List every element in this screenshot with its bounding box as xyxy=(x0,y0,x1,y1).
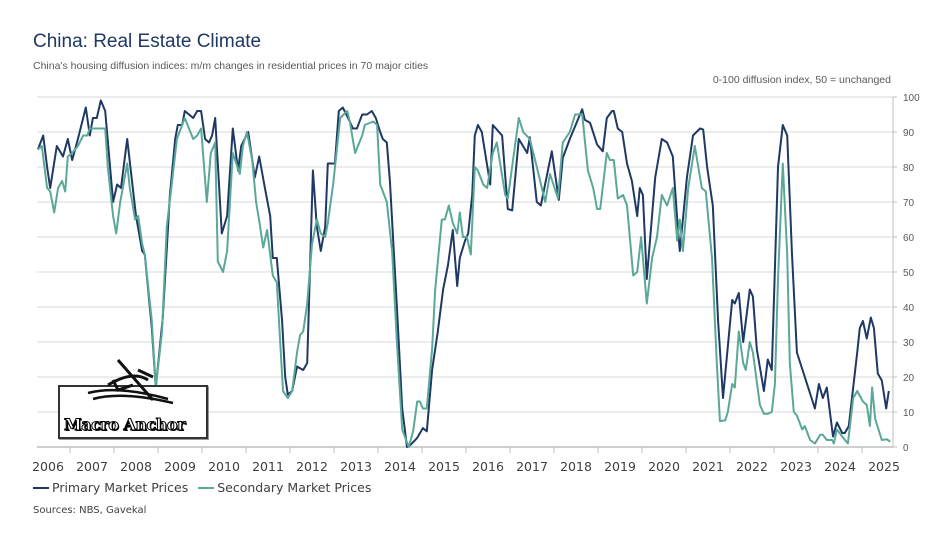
y-tick-label: 100 xyxy=(903,93,920,104)
legend-label-primary: Primary Market Prices xyxy=(52,480,189,495)
legend-label-secondary: Secondary Market Prices xyxy=(217,480,372,495)
macro-anchor-watermark: Macro Anchor xyxy=(58,359,208,439)
x-tick-label: 2009 xyxy=(164,459,196,474)
legend-item-secondary: Secondary Market Prices xyxy=(198,480,371,495)
x-tick-label: 2023 xyxy=(780,459,812,474)
x-tick-label: 2010 xyxy=(208,459,240,474)
x-tick-label: 2011 xyxy=(252,459,284,474)
y-tick-label: 80 xyxy=(903,163,915,174)
x-tick-label: 2013 xyxy=(340,459,372,474)
x-tick-label: 2014 xyxy=(384,459,416,474)
x-tick-label: 2021 xyxy=(692,459,724,474)
secondary-market-line xyxy=(37,110,891,448)
x-tick-label: 2006 xyxy=(32,459,64,474)
x-tick-label: 2015 xyxy=(428,459,460,474)
anchor-logo-icon xyxy=(87,359,174,405)
x-tick-label: 2016 xyxy=(472,459,504,474)
x-tick-label: 2024 xyxy=(824,459,856,474)
y-tick-label: 20 xyxy=(903,373,915,384)
x-tick-label: 2007 xyxy=(76,459,108,474)
y-tick-label: 70 xyxy=(903,198,915,209)
chart-subtitle: China's housing diffusion indices: m/m c… xyxy=(33,60,429,72)
x-tick-label: 2019 xyxy=(604,459,636,474)
legend: Primary Market Prices Secondary Market P… xyxy=(33,480,377,495)
x-tick-label: 2020 xyxy=(648,459,680,474)
chart-title: China: Real Estate Climate xyxy=(33,31,262,52)
x-tick-label: 2012 xyxy=(296,459,328,474)
legend-swatch-primary xyxy=(33,486,49,489)
sources-note: Sources: NBS, Gavekal xyxy=(33,505,147,516)
y-tick-label: 30 xyxy=(903,338,915,349)
x-tick-label: 2025 xyxy=(868,459,900,474)
y-tick-label: 0 xyxy=(903,443,909,454)
y-tick-label: 10 xyxy=(903,408,915,419)
y-tick-label: 50 xyxy=(903,268,915,279)
x-tick-label: 2022 xyxy=(736,459,768,474)
primary-market-line xyxy=(36,99,890,448)
y-tick-label: 60 xyxy=(903,233,915,244)
watermark-text: Macro Anchor xyxy=(63,415,186,435)
legend-swatch-secondary xyxy=(198,486,215,489)
y-tick-label: 90 xyxy=(903,128,915,139)
legend-item-primary: Primary Market Prices xyxy=(33,480,188,495)
y-axis-label: 0-100 diffusion index, 50 = unchanged xyxy=(712,74,891,86)
x-tick-label: 2008 xyxy=(120,459,152,474)
x-tick-label: 2017 xyxy=(516,459,548,474)
y-tick-label: 40 xyxy=(903,303,915,314)
x-tick-label: 2018 xyxy=(560,459,592,474)
